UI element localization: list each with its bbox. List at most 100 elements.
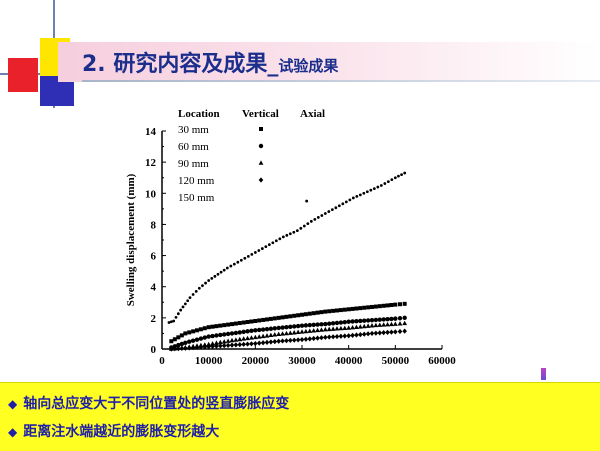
- data-point: [218, 332, 223, 338]
- data-point: [381, 330, 386, 336]
- data-point: [342, 333, 348, 339]
- data-point: [201, 284, 204, 288]
- data-point: [206, 334, 211, 339]
- data-point: [167, 321, 171, 324]
- data-point: [369, 330, 375, 337]
- x-tick-label: 10000: [195, 355, 223, 367]
- conclusion-bullet-2: ◆ 距离注水端越近的膨胀变形越大: [8, 421, 219, 441]
- data-point: [292, 230, 296, 234]
- data-point: [264, 245, 268, 249]
- data-point: [249, 328, 254, 334]
- y-tick-label: 14: [145, 126, 157, 138]
- title-bar: [58, 42, 600, 82]
- data-point: [179, 341, 185, 347]
- data-point: [280, 331, 285, 336]
- data-point: [260, 327, 266, 332]
- data-point: [326, 326, 332, 332]
- legend-header: Vertical: [242, 108, 279, 120]
- data-point: [191, 293, 195, 296]
- data-point: [217, 339, 223, 345]
- data-point: [303, 336, 309, 342]
- data-point: [268, 316, 273, 321]
- data-point: [229, 264, 233, 268]
- data-point: [385, 329, 390, 335]
- data-point: [225, 342, 231, 348]
- data-point: [243, 256, 247, 260]
- data-point: [327, 210, 331, 213]
- data-point: [253, 340, 258, 347]
- conclusion-text-1: 轴向总应变大于不同位置处的竖直膨胀应变: [23, 396, 290, 412]
- data-point: [362, 191, 366, 195]
- x-tick-label: 0: [159, 355, 165, 367]
- title-underline: [82, 80, 600, 82]
- data-point: [245, 341, 250, 347]
- data-point: [204, 281, 207, 285]
- data-point: [241, 320, 246, 325]
- data-point: [389, 316, 394, 322]
- data-point: [323, 309, 328, 314]
- data-point: [288, 314, 293, 319]
- data-point: [365, 190, 369, 194]
- data-point: [274, 239, 278, 243]
- data-point: [230, 322, 234, 327]
- data-point: [334, 320, 340, 326]
- data-point: [256, 340, 262, 346]
- data-point: [260, 247, 264, 250]
- data-point: [350, 324, 355, 330]
- data-point: [358, 318, 363, 324]
- data-point: [284, 338, 289, 344]
- data-point: [354, 332, 359, 338]
- data-point: [210, 341, 215, 346]
- decor-red-block: [8, 58, 38, 92]
- data-point: [334, 333, 340, 340]
- data-point: [214, 340, 219, 345]
- data-point: [365, 323, 371, 328]
- data-point: [322, 326, 328, 332]
- data-point: [271, 241, 275, 245]
- data-point: [358, 193, 362, 197]
- data-point: [225, 338, 231, 343]
- data-point: [241, 329, 246, 335]
- data-point: [373, 317, 379, 323]
- data-point: [369, 317, 375, 323]
- data-point: [249, 335, 254, 340]
- data-point: [351, 196, 355, 200]
- data-point: [179, 345, 185, 352]
- data-point: [319, 335, 324, 341]
- data-point: [239, 258, 243, 262]
- data-point: [257, 318, 262, 323]
- data-point: [369, 323, 375, 328]
- data-point: [218, 343, 223, 349]
- data-point: [402, 320, 408, 326]
- data-point: [386, 180, 390, 184]
- data-point: [237, 336, 243, 342]
- data-point: [397, 316, 403, 321]
- data-point: [295, 337, 301, 343]
- data-point: [311, 311, 316, 316]
- data-point: [202, 326, 207, 331]
- data-point: [194, 344, 200, 351]
- data-point: [237, 330, 242, 335]
- data-point: [190, 345, 196, 351]
- data-point: [319, 322, 324, 327]
- data-point: [330, 208, 334, 212]
- data-point: [225, 331, 231, 337]
- data-point: [172, 319, 176, 323]
- data-point: [221, 339, 227, 344]
- data-point: [295, 323, 301, 329]
- data-point: [377, 322, 383, 327]
- data-point: [348, 198, 352, 202]
- data-point: [309, 219, 313, 223]
- data-point: [342, 325, 348, 331]
- data-point: [377, 330, 383, 336]
- data-point: [245, 320, 250, 325]
- data-point: [265, 317, 269, 322]
- data-point: [190, 338, 196, 343]
- decor-edge-mark: [541, 368, 546, 380]
- data-point: [350, 319, 355, 324]
- data-point: [392, 321, 398, 326]
- data-point: [249, 319, 254, 324]
- data-point: [183, 345, 188, 351]
- x-tick-label: 60000: [428, 355, 456, 367]
- data-point: [400, 173, 403, 177]
